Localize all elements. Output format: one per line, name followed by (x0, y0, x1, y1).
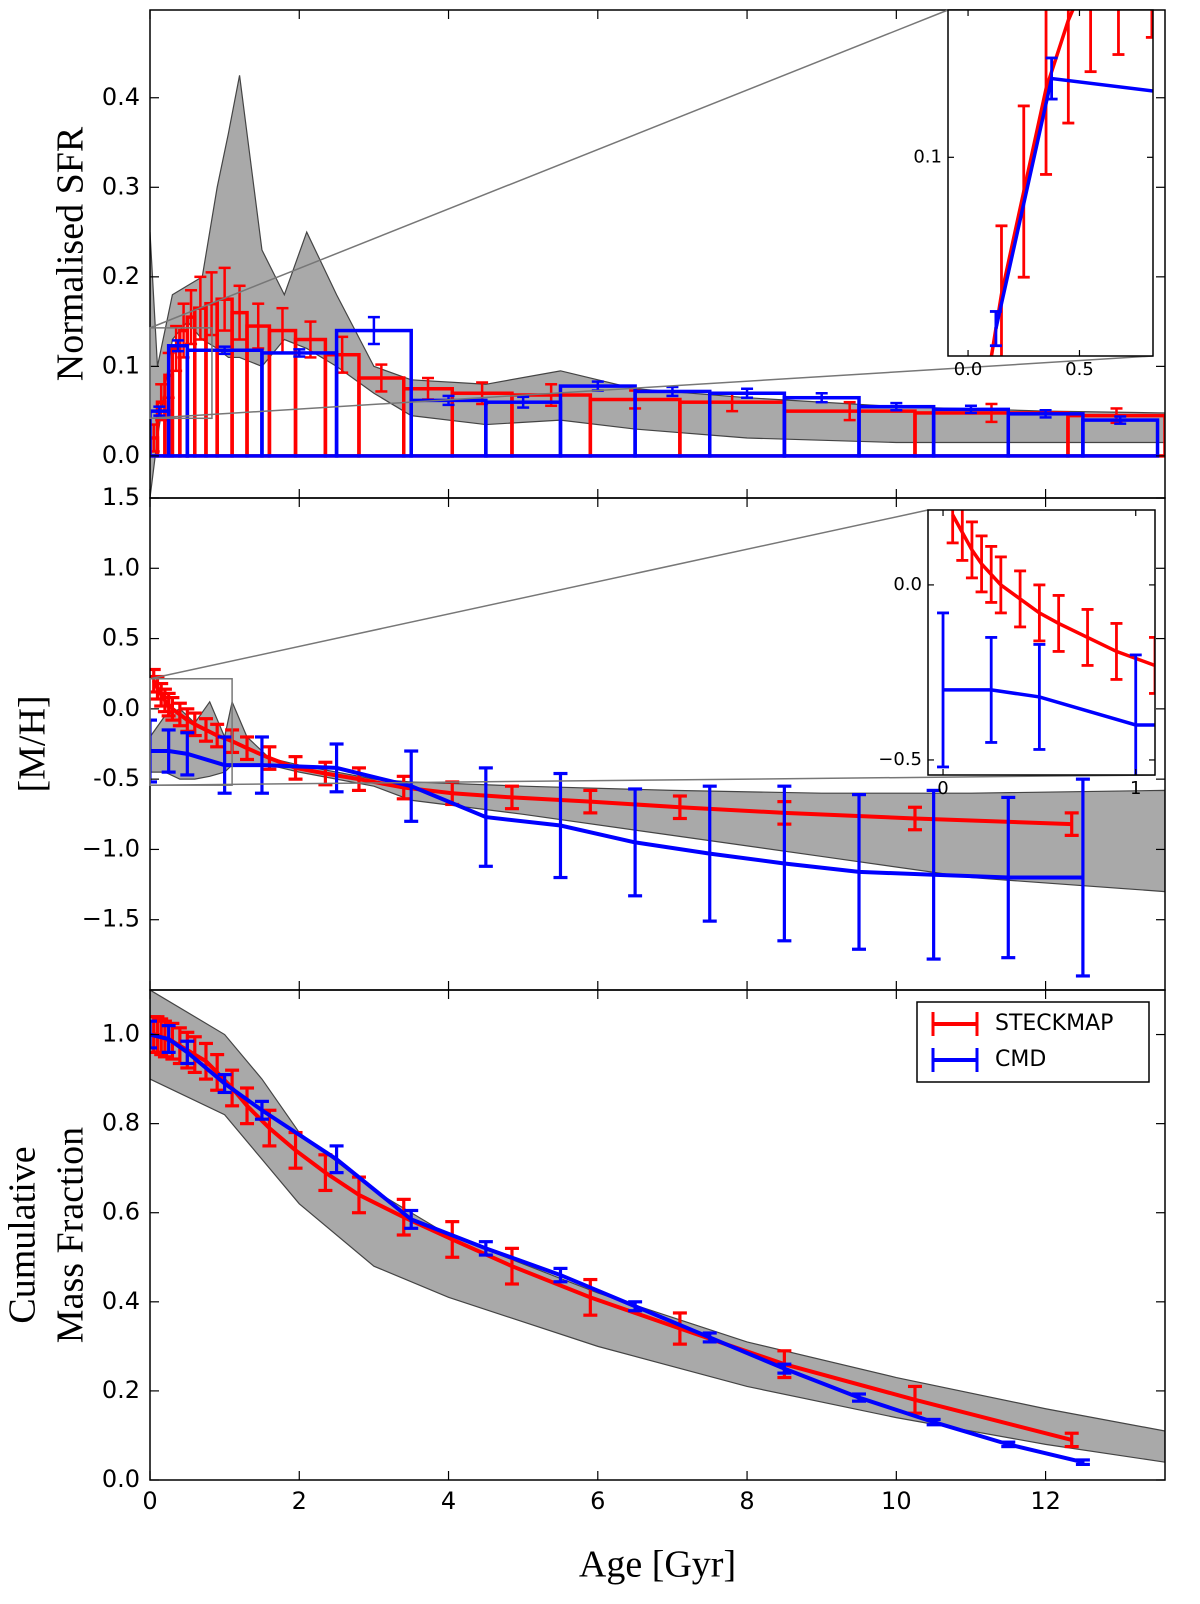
y-tick-label: 0.1 (913, 146, 942, 167)
y-tick-label: -0.5 (93, 764, 140, 792)
y-tick-label: 0.3 (102, 172, 140, 200)
x-axis-label: Age [Gyr] (579, 1544, 736, 1586)
zoom-connector (149, 9, 949, 329)
y-axis-label: [M/H] (12, 695, 54, 792)
inset-frame (947, 9, 1154, 357)
x-tick-label: 2 (292, 1487, 307, 1515)
x-tick-label: 1 (1130, 778, 1141, 799)
y-tick-label: 1.0 (102, 1020, 140, 1048)
plot-area (989, 10, 1153, 356)
inset-frame (927, 509, 1156, 776)
x-tick-label: 0.5 (1065, 359, 1094, 380)
plot-area (150, 75, 1165, 498)
legend-box (916, 1001, 1150, 1083)
legend-label: CMD (995, 1047, 1046, 1072)
plot-area (150, 667, 1165, 978)
y-tick-label: 0.4 (102, 83, 140, 111)
plot-area (937, 510, 1155, 775)
axes-frame (149, 989, 1166, 1481)
x-tick-label: 4 (441, 1487, 456, 1515)
y-tick-label: 1.5 (102, 483, 140, 511)
histogram-bar (185, 348, 264, 458)
series-line (943, 688, 1155, 727)
y-tick-label: 0.0 (893, 574, 922, 595)
y-axis-label: Cumulative (2, 1146, 44, 1323)
x-tick-label: 8 (739, 1487, 754, 1515)
y-tick-label: 0.2 (102, 262, 140, 290)
x-tick-label: 12 (1030, 1487, 1061, 1515)
y-tick-label: 0.0 (102, 441, 140, 469)
y-axis-label: Mass Fraction (50, 1127, 92, 1343)
y-tick-label: 0.2 (102, 1376, 140, 1404)
uncertainty-band (150, 699, 1165, 893)
zoom-connector (149, 355, 1154, 420)
x-tick-label: 10 (881, 1487, 912, 1515)
y-tick-label: −1.0 (82, 834, 140, 862)
y-axis-label: Normalised SFR (50, 126, 92, 381)
y-tick-label: 1.0 (102, 553, 140, 581)
y-tick-label: −1.5 (82, 905, 140, 933)
zoom-box (149, 327, 213, 420)
x-tick-label: 0 (142, 1487, 157, 1515)
zoom-connector (149, 774, 1156, 786)
series-line (150, 1032, 1084, 1465)
y-tick-label: 0.4 (102, 1287, 140, 1315)
y-tick-label: 0.6 (102, 1198, 140, 1226)
x-tick-label: 0.0 (954, 359, 983, 380)
y-tick-label: 0.5 (102, 624, 140, 652)
y-tick-label: 0.0 (102, 694, 140, 722)
legend-label: STECKMAP (995, 1011, 1113, 1036)
x-tick-label: 6 (590, 1487, 605, 1515)
series-line (989, 10, 1075, 356)
y-tick-label: 0.0 (102, 1465, 140, 1493)
zoom-connector (149, 509, 929, 680)
y-tick-label: 0.8 (102, 1109, 140, 1137)
x-tick-label: 0 (937, 778, 948, 799)
series-line (150, 749, 1083, 880)
y-tick-label: −0.5 (878, 749, 922, 770)
series-line (153, 1032, 1073, 1442)
plot-area (150, 990, 1165, 1467)
y-tick-label: 0.1 (102, 351, 140, 379)
